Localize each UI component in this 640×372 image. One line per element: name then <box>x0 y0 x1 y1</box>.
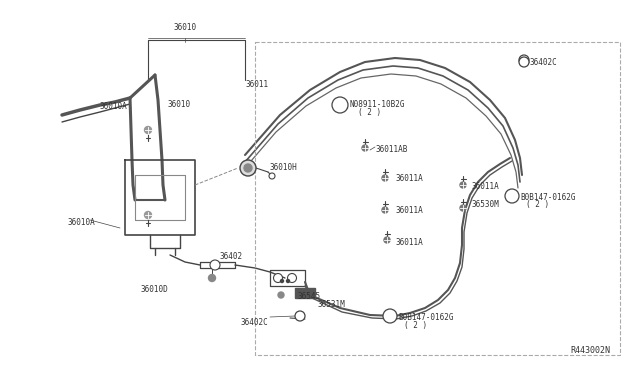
Text: 36545: 36545 <box>297 292 320 301</box>
Text: 36010D: 36010D <box>140 285 168 294</box>
Text: 36010: 36010 <box>173 23 196 32</box>
Text: ( 2 ): ( 2 ) <box>526 200 549 209</box>
Text: R443002N: R443002N <box>570 346 610 355</box>
Text: 36011AB: 36011AB <box>375 145 408 154</box>
Circle shape <box>332 97 348 113</box>
Circle shape <box>382 175 388 181</box>
Circle shape <box>240 160 256 176</box>
Circle shape <box>273 273 282 282</box>
Circle shape <box>209 275 216 282</box>
Text: B: B <box>388 313 392 319</box>
Circle shape <box>278 292 284 298</box>
Text: ( 2 ): ( 2 ) <box>404 321 427 330</box>
Circle shape <box>519 55 529 65</box>
Text: 36011A: 36011A <box>395 174 423 183</box>
Text: 36402C: 36402C <box>240 318 268 327</box>
Text: 36011A: 36011A <box>472 182 500 191</box>
Text: 36010A: 36010A <box>100 102 128 111</box>
Circle shape <box>280 279 284 282</box>
Circle shape <box>383 309 397 323</box>
Text: N: N <box>338 100 342 109</box>
Circle shape <box>287 273 296 282</box>
Text: 36531M: 36531M <box>318 300 346 309</box>
Circle shape <box>210 260 220 270</box>
Text: B0B147-0162G: B0B147-0162G <box>520 193 575 202</box>
Text: 36010: 36010 <box>168 100 191 109</box>
Text: 36010A: 36010A <box>68 218 96 227</box>
Circle shape <box>145 126 152 134</box>
Text: B0B147-0162G: B0B147-0162G <box>398 313 454 322</box>
Circle shape <box>295 311 305 321</box>
Circle shape <box>382 207 388 213</box>
Circle shape <box>460 182 466 188</box>
Circle shape <box>145 212 152 218</box>
Text: 36530M: 36530M <box>472 200 500 209</box>
Text: 36011A: 36011A <box>395 238 423 247</box>
Circle shape <box>244 164 252 172</box>
Text: 36010H: 36010H <box>270 163 298 172</box>
Circle shape <box>519 57 529 67</box>
Text: 36011A: 36011A <box>395 206 423 215</box>
Text: 36011: 36011 <box>245 80 268 89</box>
Circle shape <box>287 279 289 282</box>
Text: 36402: 36402 <box>220 252 243 261</box>
Circle shape <box>460 205 466 211</box>
Circle shape <box>505 189 519 203</box>
Circle shape <box>384 237 390 243</box>
Text: B: B <box>510 193 514 199</box>
Text: N08911-10B2G: N08911-10B2G <box>350 100 406 109</box>
Text: ( 2 ): ( 2 ) <box>358 108 381 117</box>
Text: 36402C: 36402C <box>530 58 557 67</box>
Circle shape <box>269 173 275 179</box>
Circle shape <box>362 145 368 151</box>
Polygon shape <box>295 288 315 298</box>
